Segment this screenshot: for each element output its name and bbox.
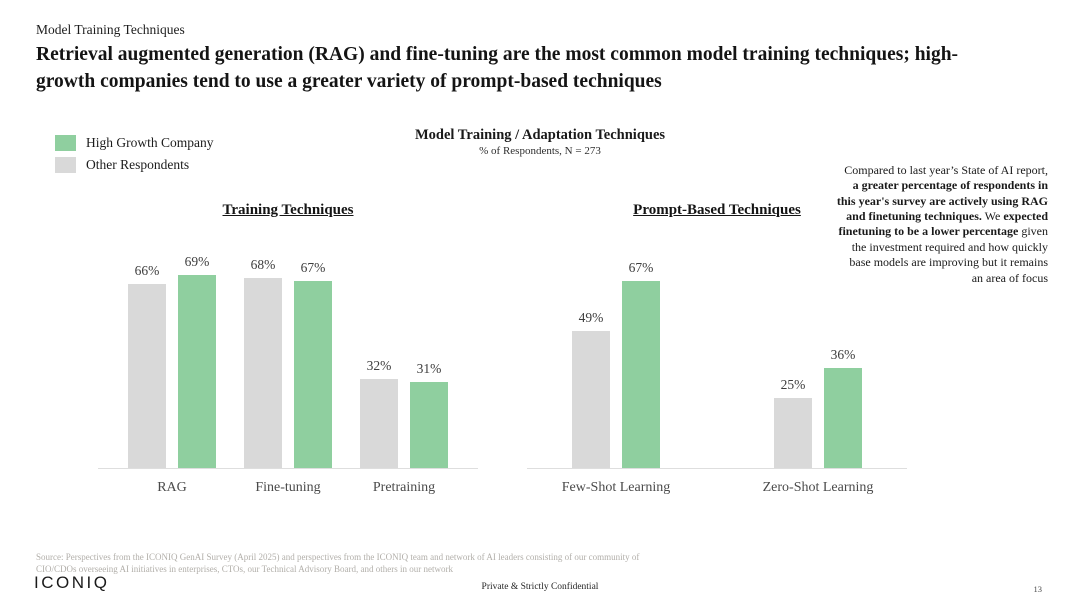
legend-label: High Growth Company [86,135,214,150]
category-axis: Few-Shot Learning Zero-Shot Learning [527,480,907,496]
bar-value-label: 31% [416,361,442,376]
bar-value-label: 67% [628,260,654,275]
chart-title: Model Training / Adaptation Techniques [414,127,666,143]
bar [410,382,448,468]
slide-eyebrow: Model Training Techniques [36,22,185,37]
bar-value-label: 67% [300,260,326,275]
bar [774,398,812,468]
bar-column: 67% [622,260,660,468]
legend-label: Other Respondents [86,157,190,172]
bar-group: 49% 67% [572,260,660,468]
category-axis: RAG Fine-tuning Pretraining [98,480,478,496]
bar-column: 67% [294,260,332,468]
bar-column: 66% [128,263,166,468]
bar-value-label: 66% [134,263,160,278]
bar [622,281,660,468]
plot-area: 49% 67% 25% 36% [527,248,907,469]
annotation-text: We [981,209,1004,224]
section-header-prompt-based-techniques: Prompt-Based Techniques [633,202,801,218]
legend-swatch-green [55,135,76,151]
bar [572,331,610,468]
legend-swatch-gray [55,157,76,173]
bar [178,275,216,468]
chart-header: Model Training / Adaptation Techniques %… [340,127,740,157]
page-number: 13 [1033,584,1043,594]
bar-value-label: 49% [578,310,604,325]
bar [128,284,166,468]
bar-group: 25% 36% [774,347,862,468]
category-label: Few-Shot Learning [561,480,671,495]
bar-chart-training-techniques: 66% 69% 68% 67% 32% 31% RAG Fine-tuning Pretrai… [98,248,478,496]
bar [360,379,398,468]
legend-item-other-respondents: Other Respondents [55,157,214,173]
category-label: Zero-Shot Learning [762,480,874,495]
bar-chart-prompt-based-techniques: 49% 67% 25% 36% Few-Shot Learning Zero-Shot … [527,248,907,496]
annotation-text: a greater percentage of respondents in t… [836,178,1048,224]
bar-group: 66% 69% [128,254,216,468]
category-label: Pretraining [372,480,436,495]
category-label: RAG [157,480,187,495]
annotation-text: expected finetuning to be a lower percen… [838,209,1048,239]
plot-area: 66% 69% 68% 67% 32% 31% [98,248,478,469]
bar [294,281,332,468]
bar-value-label: 68% [250,257,276,272]
bar-column: 31% [410,361,448,468]
legend-item-high-growth: High Growth Company [55,135,214,151]
bar-value-label: 36% [830,347,856,362]
bar-value-label: 69% [184,254,210,269]
page-title: Retrieval augmented generation (RAG) and… [36,44,959,93]
section-header-training-techniques: Training Techniques [222,202,354,218]
source-line: CIO/CDOs overseeing AI initiatives in en… [36,564,453,575]
category-label: Fine-tuning [255,480,321,495]
bar-column: 49% [572,310,610,468]
bar-column: 68% [244,257,282,468]
bar-column: 36% [824,347,862,468]
annotation-text: Compared to last year’s State of AI repo… [844,163,1048,177]
iconiq-logo: ICONIQ [34,573,110,592]
bar-group: 32% 31% [360,358,448,468]
source-note: Source: Perspectives from the ICONIQ Gen… [36,551,639,575]
chart-legend: High Growth Company Other Respondents [55,135,214,173]
bar-column: 25% [774,377,812,468]
bar-group: 68% 67% [244,257,332,468]
bar [824,368,862,468]
chart-subtitle: % of Respondents, N = 273 [479,145,601,157]
annotation-callout: Compared to last year’s State of AI repo… [836,163,1048,286]
bar-value-label: 32% [366,358,392,373]
annotation-text: given the investment required and how qu… [849,224,1048,285]
bar [244,278,282,468]
bar-value-label: 25% [780,377,806,392]
source-line: Source: Perspectives from the ICONIQ Gen… [36,552,640,562]
bar-column: 69% [178,254,216,468]
bar-column: 32% [360,358,398,468]
confidentiality-notice: Private & Strictly Confidential [481,582,599,592]
